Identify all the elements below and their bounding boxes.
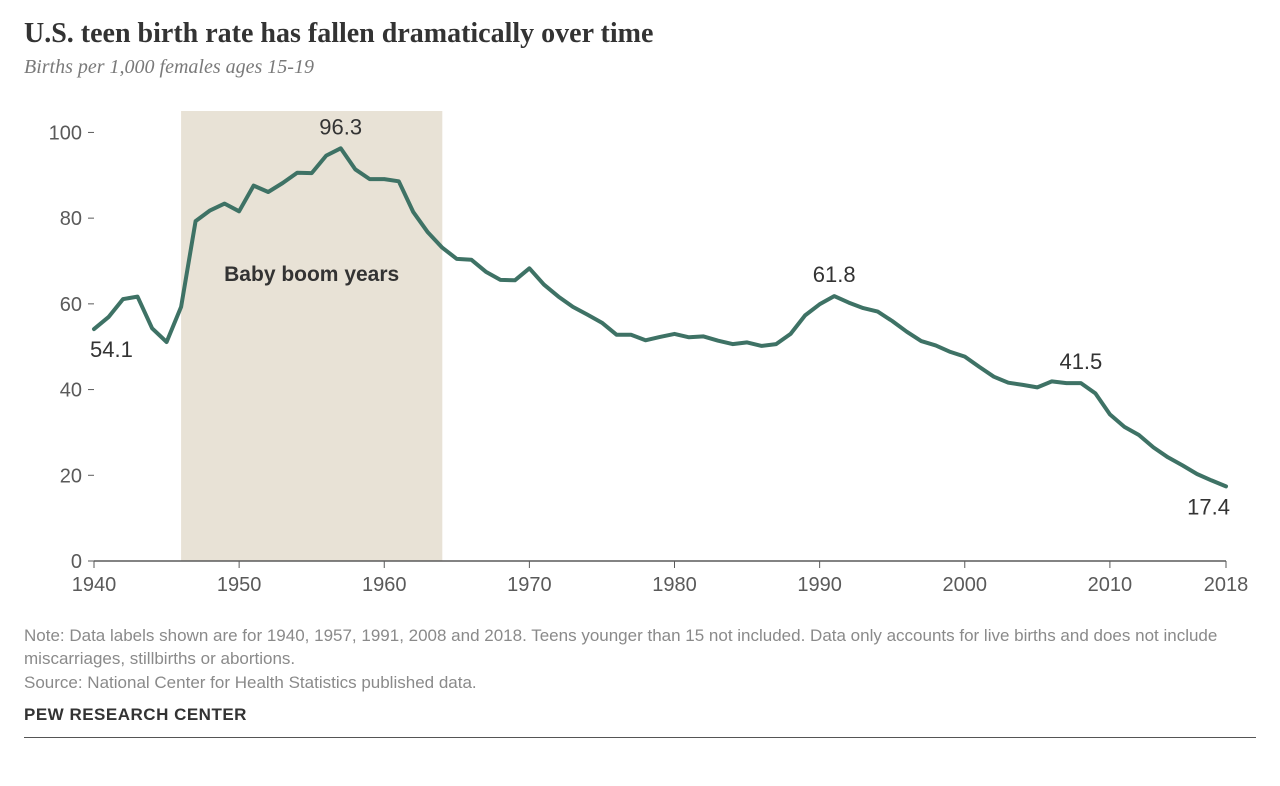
svg-text:100: 100 [49,122,82,144]
publisher-logo: PEW RESEARCH CENTER [24,705,1256,725]
svg-text:0: 0 [71,551,82,573]
svg-text:2010: 2010 [1088,574,1133,596]
svg-text:1950: 1950 [217,574,262,596]
chart-title: U.S. teen birth rate has fallen dramatic… [24,18,1256,50]
svg-text:61.8: 61.8 [813,262,856,287]
svg-text:2018: 2018 [1204,574,1249,596]
svg-text:40: 40 [60,380,82,402]
svg-text:60: 60 [60,294,82,316]
svg-text:80: 80 [60,208,82,230]
svg-text:54.1: 54.1 [90,337,133,362]
chart-source: Source: National Center for Health Stati… [24,673,1256,693]
line-chart-svg: 0 20 40 60 80 100 1940 1950 1960 1970 1980 1990 2000… [24,91,1256,611]
svg-text:1960: 1960 [362,574,407,596]
chart-subtitle: Births per 1,000 females ages 15-19 [24,56,1256,79]
svg-text:96.3: 96.3 [319,114,362,139]
footer-rule [24,737,1256,738]
svg-text:1980: 1980 [652,574,697,596]
svg-text:Baby boom years: Baby boom years [224,263,399,286]
svg-text:41.5: 41.5 [1059,349,1102,374]
chart-note: Note: Data labels shown are for 1940, 19… [24,625,1256,671]
svg-text:20: 20 [60,465,82,487]
svg-text:2000: 2000 [943,574,988,596]
svg-text:17.4: 17.4 [1187,494,1230,519]
svg-text:1970: 1970 [507,574,552,596]
chart-area: 0 20 40 60 80 100 1940 1950 1960 1970 1980 1990 2000… [24,91,1256,611]
svg-text:1940: 1940 [72,574,117,596]
svg-text:1990: 1990 [797,574,842,596]
